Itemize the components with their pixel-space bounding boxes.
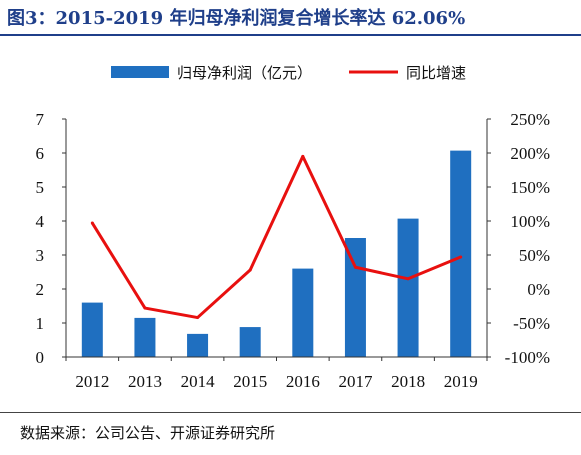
growth-point-2012 — [90, 221, 94, 225]
left-tick-label: 5 — [36, 178, 45, 197]
bar-2018 — [397, 218, 419, 357]
legend: 归母净利润（亿元） 同比增速 — [111, 64, 466, 82]
right-tick-label: -50% — [513, 314, 550, 333]
left-tick-label: 7 — [36, 110, 45, 129]
x-tick-label: 2016 — [286, 372, 320, 391]
growth-point-2019 — [459, 255, 463, 259]
bar-2016 — [292, 268, 314, 357]
right-tick-label: 250% — [510, 110, 550, 129]
x-tick-label: 2017 — [338, 372, 373, 391]
chart-title: 图3：2015-2019 年归母净利润复合增长率达 62.06% — [7, 8, 466, 29]
bar-2014 — [187, 333, 209, 357]
right-tick-label: 0% — [527, 280, 550, 299]
bar-2017 — [344, 238, 366, 357]
bar-series — [81, 150, 472, 357]
x-tick-label: 2014 — [181, 372, 216, 391]
left-tick-label: 4 — [36, 212, 45, 231]
bar-2012 — [81, 302, 103, 357]
growth-point-2016 — [301, 154, 305, 158]
x-tick-label: 2015 — [233, 372, 267, 391]
legend-swatch-bars — [111, 66, 169, 78]
growth-point-2015 — [248, 268, 252, 272]
left-tick-label: 6 — [36, 144, 45, 163]
right-tick-label: -100% — [505, 348, 550, 367]
legend-label-line: 同比增速 — [406, 64, 466, 82]
bar-2019 — [450, 150, 472, 357]
title-divider — [0, 34, 581, 36]
line-series — [90, 154, 463, 320]
right-tick-label: 200% — [510, 144, 550, 163]
right-tick-label: 150% — [510, 178, 550, 197]
bar-2015 — [239, 327, 261, 357]
bar-2013 — [134, 317, 156, 357]
axes — [62, 118, 491, 361]
growth-point-2017 — [353, 265, 357, 269]
right-tick-label: 50% — [519, 246, 550, 265]
legend-label-bars: 归母净利润（亿元） — [177, 64, 312, 82]
left-tick-label: 2 — [36, 280, 45, 299]
x-tick-label: 2013 — [128, 372, 162, 391]
growth-line — [91, 154, 462, 320]
x-tick-label: 2012 — [75, 372, 109, 391]
left-tick-label: 0 — [36, 348, 45, 367]
growth-point-2018 — [406, 277, 410, 281]
combo-chart: 归母净利润（亿元） 同比增速 0 1 2 3 4 5 6 7 -100% -50% 0% 50% 100%… — [36, 64, 551, 391]
source-note: 数据来源：公司公告、开源证券研究所 — [20, 424, 276, 442]
growth-point-2014 — [196, 316, 200, 320]
x-tick-label: 2018 — [391, 372, 425, 391]
left-tick-label: 3 — [36, 246, 45, 265]
left-tick-label: 1 — [36, 314, 45, 333]
tick-labels: 0 1 2 3 4 5 6 7 -100% -50% 0% 50% 100% 150% 200% 250% 20… — [36, 110, 551, 391]
right-tick-label: 100% — [510, 212, 550, 231]
x-tick-label: 2019 — [444, 372, 478, 391]
growth-point-2013 — [143, 306, 147, 310]
source-divider — [0, 412, 581, 413]
